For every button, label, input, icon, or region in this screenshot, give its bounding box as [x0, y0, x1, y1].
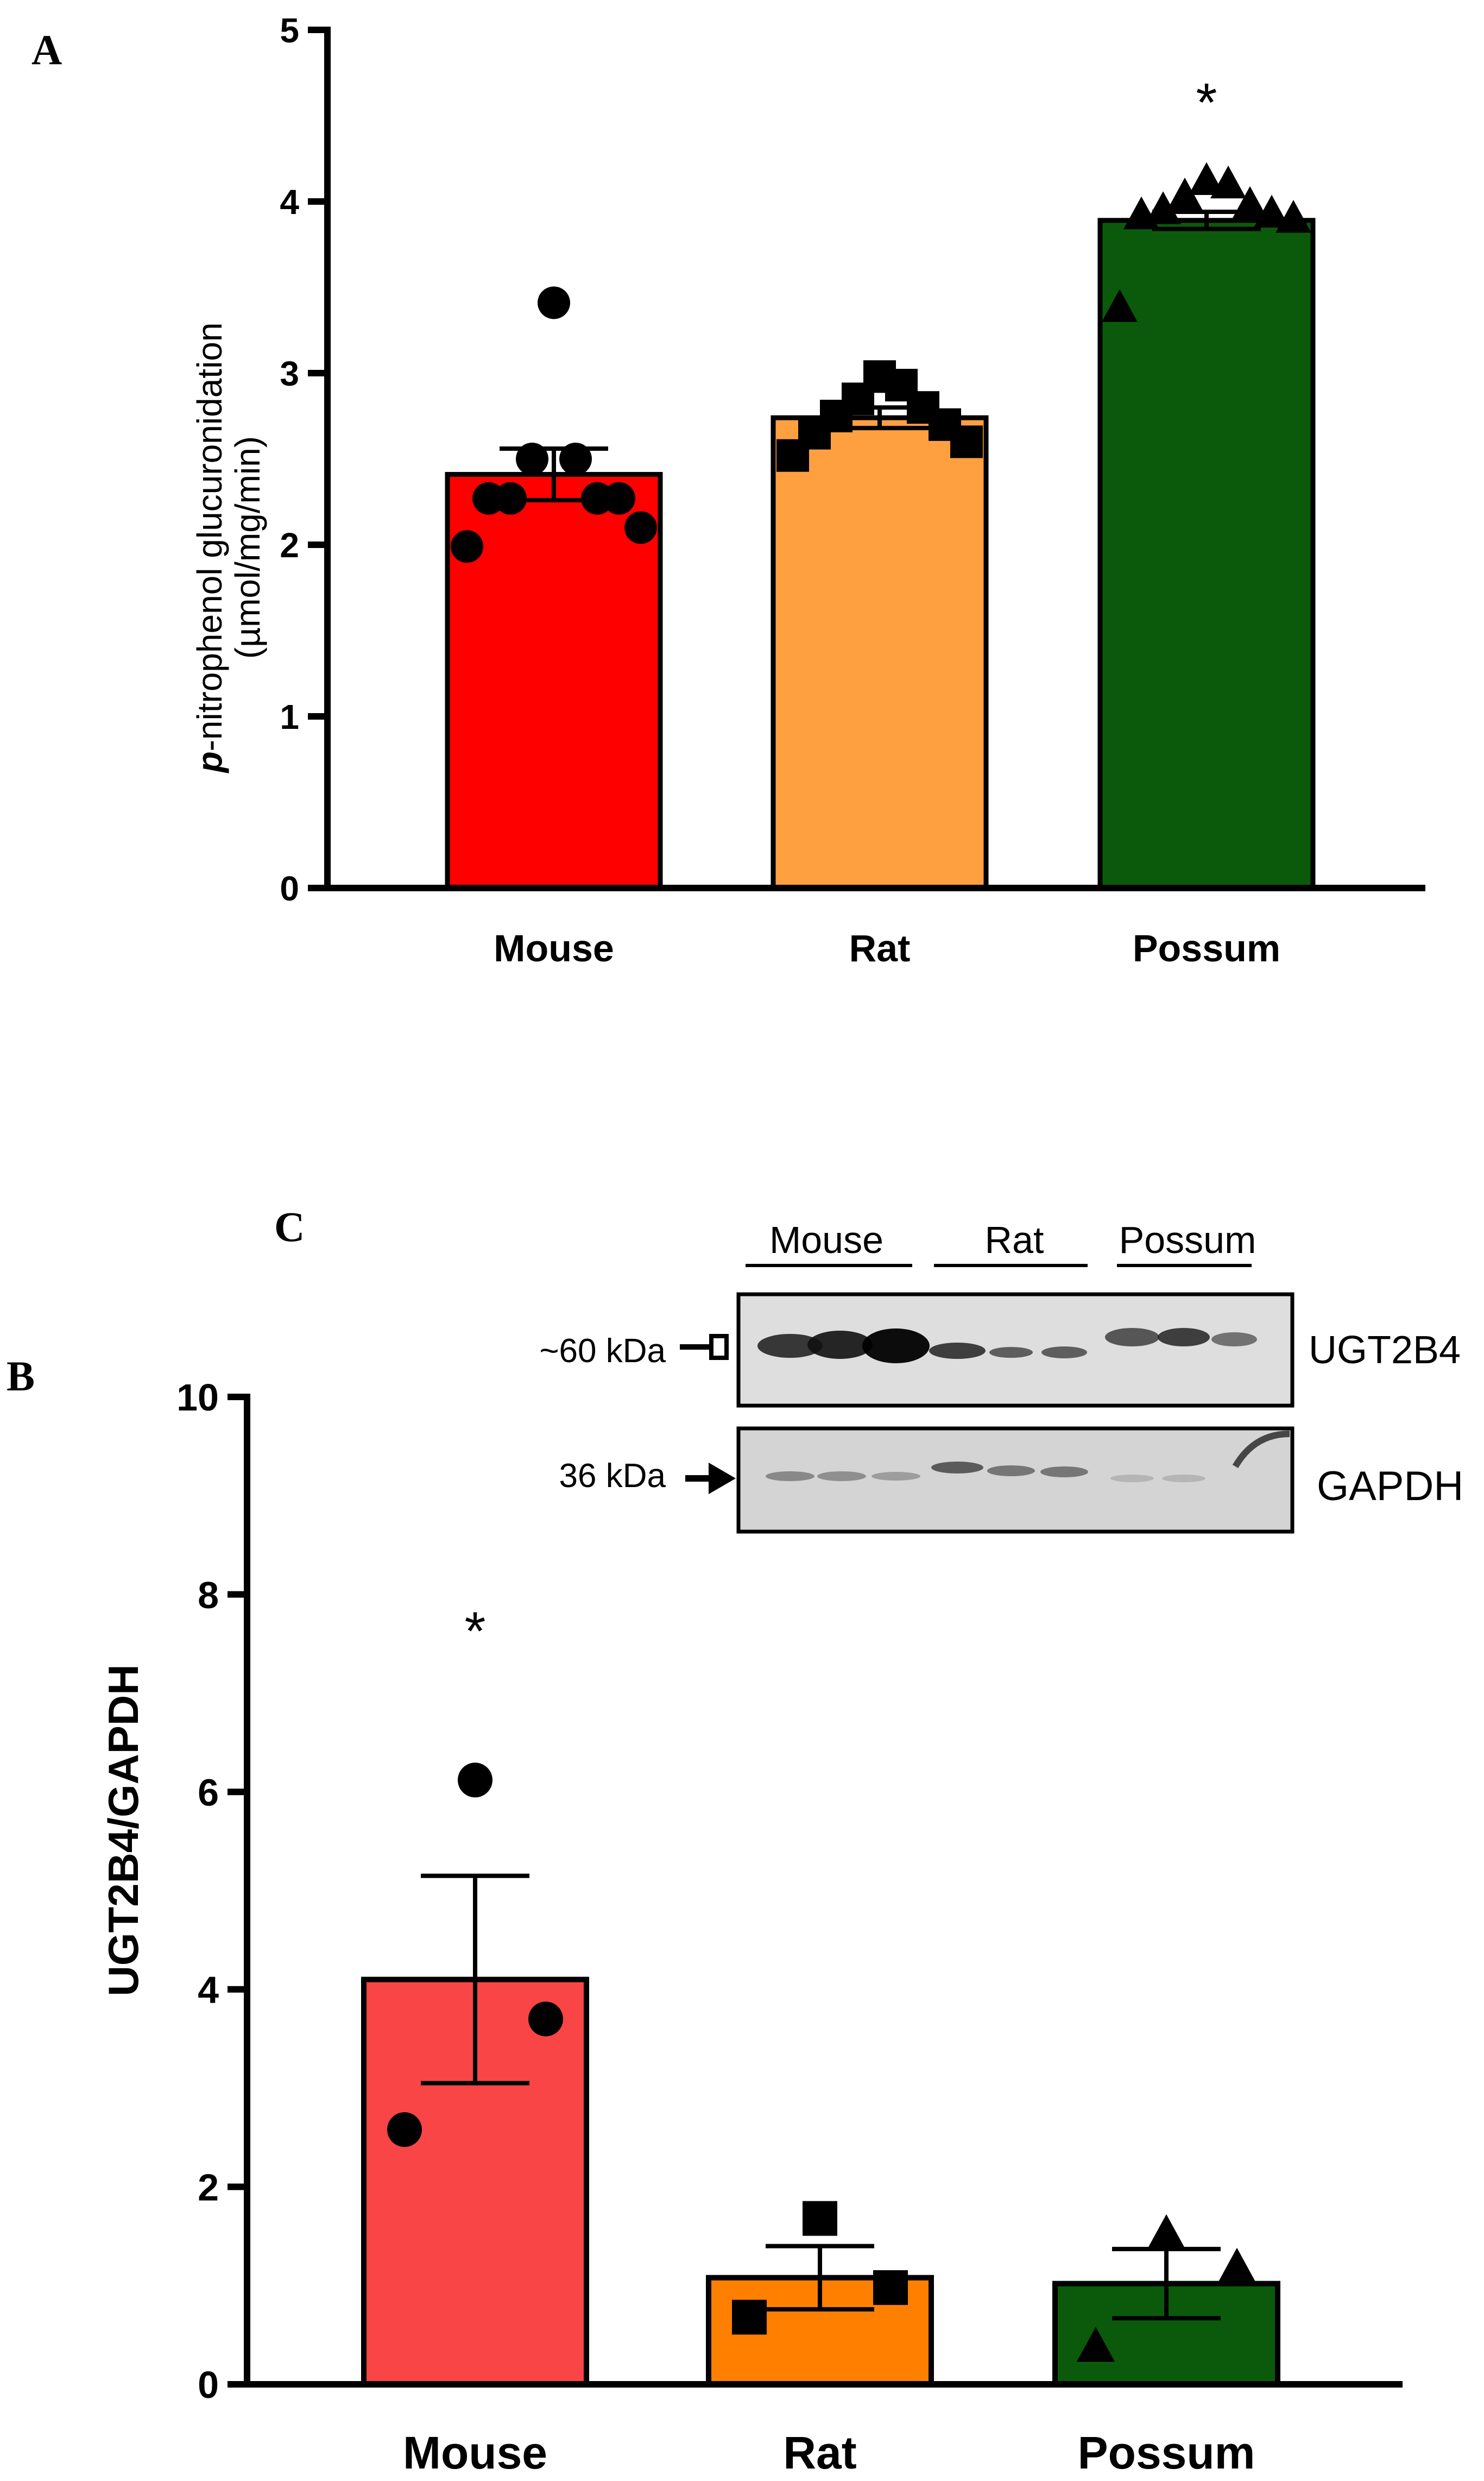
blot-size-label-ugt2b4: ~60 kDa — [539, 1332, 666, 1370]
x-tick-label-mouse: Mouse — [403, 2427, 547, 2478]
data-point-mouse — [559, 443, 592, 475]
svg-text:p-nitrophenol glucuronidation: p-nitrophenol glucuronidation — [190, 323, 229, 774]
data-point-mouse — [538, 286, 570, 319]
data-point-mouse — [451, 530, 483, 563]
significance-marker-mouse: * — [465, 1601, 486, 1661]
y-label-units: (µmol/mg/min) — [228, 436, 267, 659]
data-point-possum — [1254, 194, 1290, 228]
y-tick-label: 1 — [280, 697, 299, 736]
data-point-possum — [1167, 178, 1203, 211]
data-point-possum — [1275, 200, 1311, 233]
panel-a-chart: p-nitrophenol glucuronidation (µmol/mg/m… — [190, 11, 1425, 969]
bar-possum — [1097, 218, 1316, 891]
error-bar-rat — [766, 2244, 874, 2312]
panel-b-y-axis-label: UGT2B4/GAPDH — [99, 1664, 147, 1996]
data-point-possum — [1232, 186, 1268, 219]
panel-a-y-axis-label: p-nitrophenol glucuronidation (µmol/mg/m… — [190, 323, 267, 774]
band-ugt-8 — [1158, 1328, 1210, 1346]
panel-b-chart: UGT2B4/GAPDH 0 2 4 6 8 10 Mouse Rat Possum * — [99, 1376, 1403, 2478]
data-point-mouse — [624, 511, 657, 544]
y-label-main: -nitrophenol glucuronidation — [190, 323, 229, 752]
band-ugt-4 — [929, 1343, 986, 1359]
blot-strip-gapdh — [736, 1426, 1294, 1534]
x-tick-label-mouse: Mouse — [494, 927, 614, 969]
band-ugt-2 — [807, 1331, 873, 1359]
band-ugt-5 — [989, 1347, 1033, 1358]
data-point-possum — [1145, 191, 1181, 224]
band-ugt-6 — [1041, 1346, 1087, 1358]
error-bar-mouse — [421, 1873, 529, 2086]
y-tick-label: 8 — [198, 1574, 219, 1616]
band-ugt-7 — [1105, 1328, 1159, 1346]
data-point-rat — [732, 2300, 767, 2335]
band-ugt-1 — [757, 1334, 823, 1358]
data-point-possum — [1076, 2327, 1115, 2362]
data-point-rat — [950, 425, 983, 458]
blot-group-label-rat: Rat — [985, 1219, 1044, 1261]
significance-marker-possum: * — [1196, 72, 1217, 133]
data-point-possum — [1102, 289, 1138, 322]
y-tick-label: 3 — [280, 354, 299, 393]
blot-row-label-gapdh: GAPDH — [1317, 1463, 1463, 1509]
band-ugt-9 — [1211, 1332, 1257, 1346]
data-point-mouse — [387, 2112, 422, 2147]
data-point-possum — [1147, 2214, 1186, 2250]
blot-group-label-mouse: Mouse — [769, 1219, 883, 1261]
y-label-italic-prefix: p — [190, 751, 229, 773]
x-tick-label-rat: Rat — [849, 927, 911, 969]
data-point-mouse — [528, 2001, 563, 2037]
blot-size-label-gapdh: 36 kDa — [559, 1457, 666, 1495]
y-tick-label: 10 — [176, 1376, 219, 1419]
western-blot: Mouse Rat Possum ~60 kDa UGT2B4 — [539, 1219, 1463, 1534]
y-tick-label: 2 — [280, 526, 299, 565]
y-tick-label: 6 — [198, 1771, 219, 1813]
bar-rat — [771, 415, 989, 891]
x-tick-label-rat: Rat — [783, 2427, 856, 2478]
panel-c-letter: C — [274, 1203, 305, 1250]
bracket-marker-ugt2b4 — [680, 1334, 729, 1360]
panel-b-letter: B — [7, 1352, 35, 1400]
panel-a-letter: A — [31, 26, 62, 73]
data-point-mouse — [516, 443, 548, 475]
data-point-rat — [776, 439, 809, 472]
data-point-mouse — [472, 482, 505, 515]
data-point-rat — [803, 2201, 837, 2236]
y-tick-label: 0 — [198, 2364, 219, 2406]
gapdh-bands — [766, 1431, 1290, 1482]
blot-group-label-possum: Possum — [1119, 1219, 1256, 1261]
data-point-rat — [873, 2270, 908, 2305]
y-tick-label: 4 — [198, 1969, 219, 2011]
y-tick-label: 5 — [280, 11, 299, 50]
blot-row-label-ugt2b4: UGT2B4 — [1309, 1328, 1461, 1372]
arrow-marker-gapdh — [685, 1463, 736, 1494]
data-point-mouse — [603, 482, 635, 515]
data-point-possum — [1123, 196, 1159, 230]
band-ugt-3 — [862, 1328, 930, 1363]
y-tick-label: 0 — [280, 869, 299, 908]
data-point-possum — [1217, 2247, 1256, 2283]
data-point-possum — [1210, 165, 1246, 199]
y-tick-label: 4 — [280, 182, 299, 222]
data-point-mouse — [458, 1762, 492, 1798]
y-tick-label: 2 — [198, 2167, 219, 2209]
x-tick-label-possum: Possum — [1078, 2427, 1255, 2478]
data-point-possum — [1189, 162, 1224, 195]
x-tick-label-possum: Possum — [1133, 927, 1280, 969]
ugt2b4-bands — [757, 1328, 1257, 1363]
